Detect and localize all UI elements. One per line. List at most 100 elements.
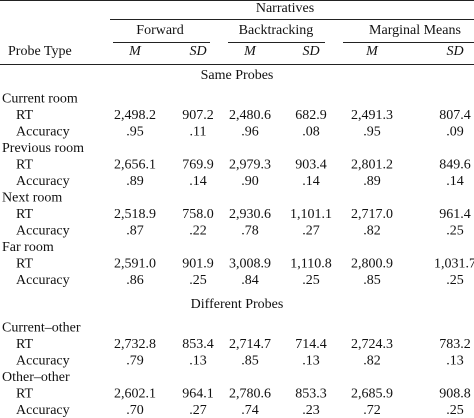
cell: 758.0 [182, 207, 214, 222]
cell: .23 [302, 403, 320, 418]
row-label: RT [16, 158, 33, 173]
cell: 682.9 [295, 108, 327, 123]
cell: 849.6 [439, 158, 471, 173]
cell: .72 [363, 403, 381, 418]
row-group-label: Far room [2, 240, 54, 255]
cell: .22 [189, 224, 207, 239]
cell: .70 [126, 403, 144, 418]
cell: 2,732.8 [114, 337, 156, 352]
row-group-label: Previous room [2, 141, 84, 156]
row-label: Accuracy [16, 403, 70, 418]
section-title: Same Probes [201, 68, 274, 83]
cell: 2,685.9 [351, 387, 393, 402]
row-group-label: Next room [2, 191, 62, 206]
cell: .08 [302, 125, 320, 140]
row-label: Accuracy [16, 273, 70, 288]
cell: 807.4 [439, 108, 471, 123]
cell: 1,110.8 [290, 257, 331, 272]
group-header: Marginal Means [369, 23, 461, 38]
cell: 714.4 [295, 337, 327, 352]
cell: 853.3 [295, 387, 327, 402]
cell: 1,031.7 [434, 257, 474, 272]
cell: .95 [363, 125, 381, 140]
stat-header: SD [302, 44, 319, 59]
cell: .82 [363, 224, 381, 239]
cell: .85 [363, 273, 381, 288]
cell: 2,656.1 [114, 158, 156, 173]
cell: .95 [126, 125, 144, 140]
cell: 2,724.3 [351, 337, 393, 352]
stat-header: M [128, 44, 142, 59]
cell: .78 [241, 224, 259, 239]
cell: 903.4 [295, 158, 327, 173]
section-title: Different Probes [191, 297, 284, 312]
cell: .14 [446, 174, 464, 189]
row-label: RT [16, 337, 33, 352]
cell: 2,717.0 [351, 207, 393, 222]
row-group-label: Other–other [2, 370, 70, 385]
row-label: Accuracy [16, 354, 70, 369]
cell: .74 [241, 403, 259, 418]
cell: .85 [241, 354, 259, 369]
cell: 908.8 [439, 387, 471, 402]
cell: 2,800.9 [351, 257, 393, 272]
cell: .25 [302, 273, 320, 288]
cell: 2,714.7 [229, 337, 271, 352]
cell: .25 [446, 224, 464, 239]
row-label: RT [16, 387, 33, 402]
cell: 961.4 [439, 207, 471, 222]
stat-header: SD [446, 44, 463, 59]
cell: 2,498.2 [114, 108, 156, 123]
cell: 907.2 [182, 108, 214, 123]
cell: 2,480.6 [229, 108, 271, 123]
cell: 2,979.3 [229, 158, 271, 173]
row-group-label: Current–other [2, 321, 81, 336]
cell: .13 [189, 354, 207, 369]
cell: .87 [126, 224, 144, 239]
cell: .27 [302, 224, 320, 239]
cell: 1,101.1 [290, 207, 332, 222]
cell: .09 [446, 125, 464, 140]
cell: 769.9 [182, 158, 214, 173]
cell: 2,930.6 [229, 207, 271, 222]
cell: 2,491.3 [351, 108, 393, 123]
stat-header: M [243, 44, 257, 59]
cell: .13 [302, 354, 320, 369]
row-label: Accuracy [16, 224, 70, 239]
cell: .89 [126, 174, 144, 189]
cell: .25 [446, 273, 464, 288]
spanner: Narratives [256, 1, 314, 16]
cell: .14 [302, 174, 320, 189]
row-label: RT [16, 108, 33, 123]
cell: .90 [241, 174, 259, 189]
group-header: Backtracking [239, 23, 314, 38]
cell: .25 [189, 273, 207, 288]
row-label: RT [16, 207, 33, 222]
cell: 964.1 [182, 387, 214, 402]
row-label: Accuracy [16, 125, 70, 140]
cell: 2,780.6 [229, 387, 271, 402]
cell: .27 [189, 403, 207, 418]
cell: .82 [363, 354, 381, 369]
cell: .86 [126, 273, 144, 288]
cell: .14 [189, 174, 207, 189]
cell: .96 [241, 125, 259, 140]
cell: .13 [446, 354, 464, 369]
cell: .89 [363, 174, 381, 189]
cell: 2,801.2 [351, 158, 393, 173]
row-label-header: Probe Type [8, 44, 72, 59]
cell: 3,008.9 [229, 257, 271, 272]
cell: .84 [241, 273, 259, 288]
cell: 853.4 [182, 337, 214, 352]
cell: 2,518.9 [114, 207, 156, 222]
group-header: Forward [136, 23, 183, 38]
stat-header: M [365, 44, 379, 59]
stat-header: SD [189, 44, 206, 59]
cell: .79 [126, 354, 144, 369]
cell: 901.9 [182, 257, 214, 272]
cell: 783.2 [439, 337, 471, 352]
cell: .25 [446, 403, 464, 418]
cell: 2,591.0 [114, 257, 156, 272]
row-label: RT [16, 257, 33, 272]
